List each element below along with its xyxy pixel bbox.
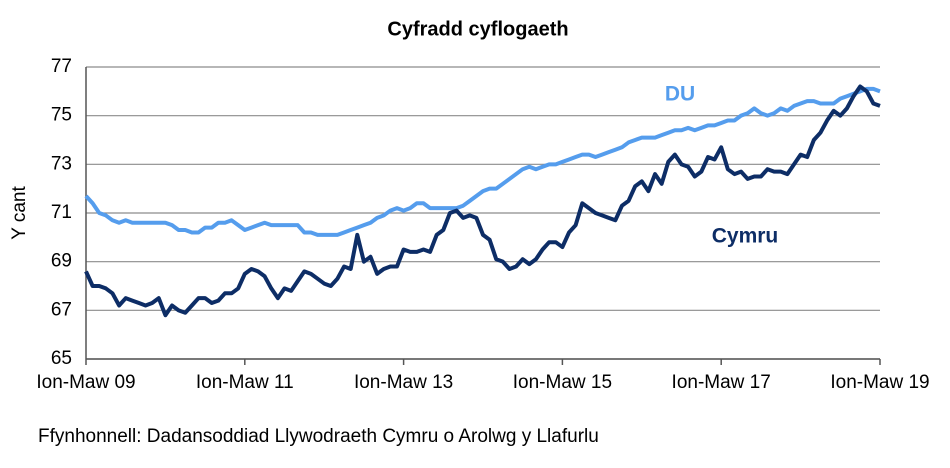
- series-line: [84, 86, 881, 237]
- y-axis-label: Y cant: [9, 186, 30, 240]
- x-tick-label: Ion-Maw 17: [672, 372, 771, 393]
- series-label: DU: [665, 83, 695, 106]
- y-tick-label: 69: [51, 251, 72, 272]
- chart-title: Cyfradd cyflogaeth: [387, 18, 568, 40]
- y-tick-label: 65: [51, 348, 72, 369]
- x-tick-label: Ion-Maw 09: [36, 372, 135, 393]
- x-tick-label: Ion-Maw 19: [830, 372, 929, 393]
- y-tick-label: 67: [51, 299, 72, 320]
- y-tick-label: 75: [51, 105, 72, 126]
- series-line: [84, 84, 881, 318]
- source-note: Ffynhonnell: Dadansoddiad Llywodraeth Cy…: [38, 426, 599, 447]
- y-tick-label: 71: [51, 202, 72, 223]
- y-tick-label: 73: [51, 153, 72, 174]
- x-tick-label: Ion-Maw 15: [513, 372, 612, 393]
- y-tick-label: 77: [51, 56, 72, 77]
- x-tick-label: Ion-Maw 13: [354, 372, 453, 393]
- x-tick-label: Ion-Maw 11: [196, 372, 294, 393]
- series-label: Cymru: [712, 225, 779, 248]
